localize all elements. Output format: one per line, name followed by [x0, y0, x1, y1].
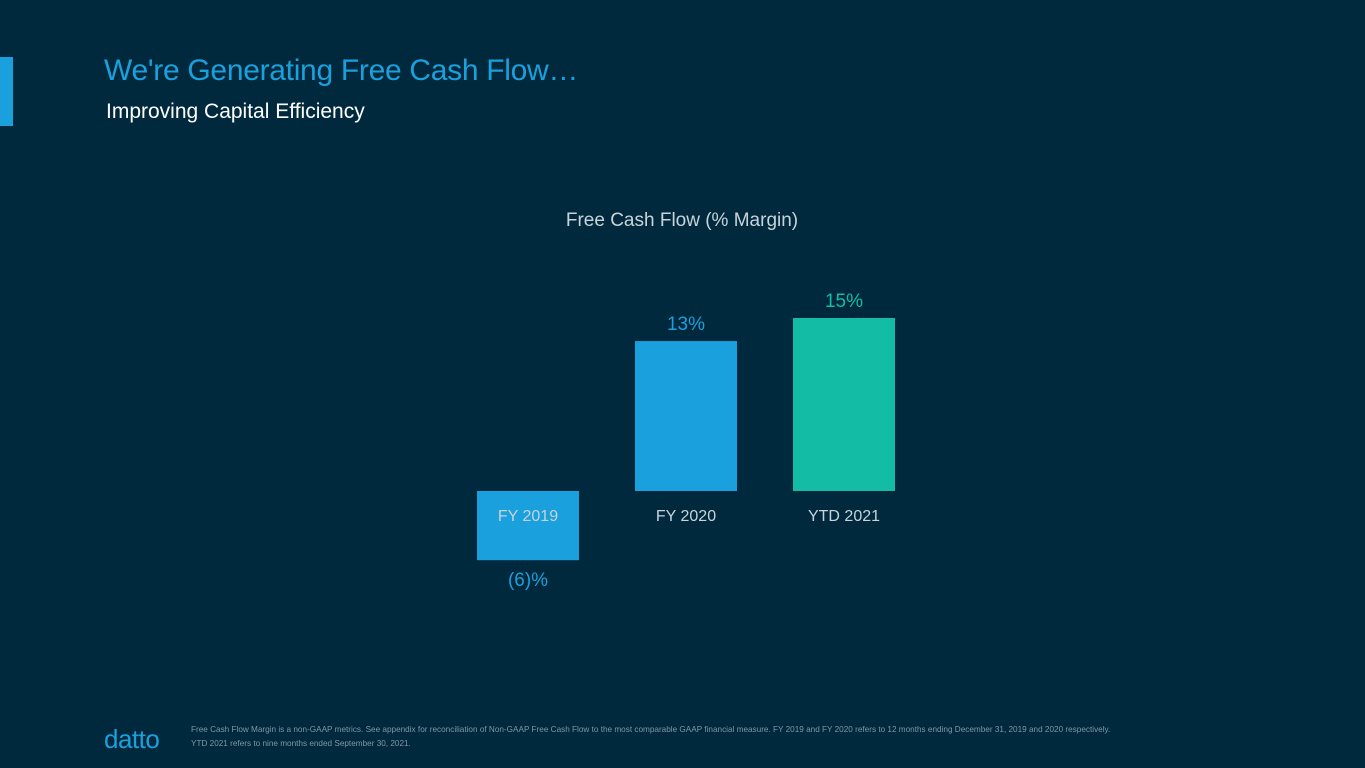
footnote-line-2: YTD 2021 refers to nine months ended Sep…	[191, 739, 411, 748]
bars-layer: FY 2019 (6)% FY 2020 13% YTD 2021 15%	[477, 291, 895, 591]
slide-title: We're Generating Free Cash Flow…	[104, 54, 579, 87]
chart-title: Free Cash Flow (% Margin)	[566, 210, 798, 231]
accent-bar	[0, 57, 13, 126]
slide-subtitle: Improving Capital Efficiency	[106, 100, 365, 123]
bar-ytd-2021	[793, 318, 895, 491]
category-label: FY 2020	[656, 508, 716, 525]
data-label: 15%	[825, 291, 863, 312]
footnote-line-1: Free Cash Flow Margin is a non-GAAP metr…	[191, 725, 1111, 734]
datto-logo: datto	[104, 724, 160, 754]
data-label: (6)%	[508, 570, 548, 591]
footnote: Free Cash Flow Margin is a non-GAAP metr…	[191, 723, 1191, 751]
data-label: 13%	[667, 314, 705, 335]
category-label: FY 2019	[498, 508, 558, 525]
bar-fy-2019	[477, 491, 579, 561]
bar-fy-2020	[635, 341, 737, 491]
category-label: YTD 2021	[808, 508, 880, 525]
